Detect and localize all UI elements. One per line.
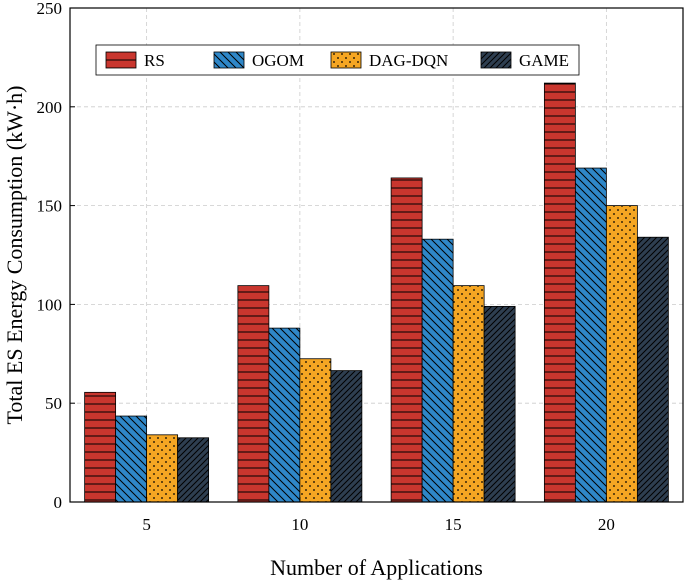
bar-ogom-20 [574,167,607,503]
legend-label-game: GAME [519,51,569,70]
bar-ogom-15 [421,238,454,503]
legend-swatch-game [480,51,512,69]
x-axis-ticks: 5 10 15 20 [142,497,615,534]
y-tick-label: 250 [37,0,63,18]
bar-game-10 [330,370,363,503]
x-tick-label: 5 [142,515,151,534]
legend-label-ogom: OGOM [252,51,304,70]
y-tick-label: 150 [37,197,63,216]
legend-swatch-rs [105,51,137,69]
y-tick-label: 100 [37,295,63,314]
legend-label-rs: RS [144,51,165,70]
legend: RS OGOM DAG-DQN GAME [95,44,580,76]
y-axis-ticks: 0 50 100 150 200 250 [37,0,75,512]
plot-frame [69,7,684,503]
y-tick-label: 50 [45,394,62,413]
legend-swatch-ogom [213,51,245,69]
bar-rs-10 [237,285,270,503]
bar-rs-5 [84,391,117,503]
bar-dag-dqn-20 [605,205,638,503]
bar-dag-dqn-5 [146,434,179,503]
bar-dag-dqn-15 [452,285,485,503]
bar-game-20 [636,236,669,503]
y-tick-label: 200 [37,98,63,117]
bar-dag-dqn-10 [299,358,332,503]
bar-rs-15 [390,177,423,503]
x-axis-title: Number of Applications [270,555,483,580]
bar-ogom-5 [115,415,148,503]
x-tick-label: 15 [445,515,462,534]
legend-swatch-dag-dqn [330,51,362,69]
x-tick-label: 20 [598,515,615,534]
bar-game-5 [177,437,210,503]
bar-game-15 [483,305,516,503]
legend-label-dag-dqn: DAG-DQN [369,51,448,70]
y-tick-label: 0 [54,493,63,512]
bar-ogom-10 [268,327,301,503]
y-axis-title: Total ES Energy Consumption (kW·h) [2,85,27,424]
bar-rs-20 [543,82,576,503]
bars [84,82,669,503]
x-tick-label: 10 [291,515,308,534]
